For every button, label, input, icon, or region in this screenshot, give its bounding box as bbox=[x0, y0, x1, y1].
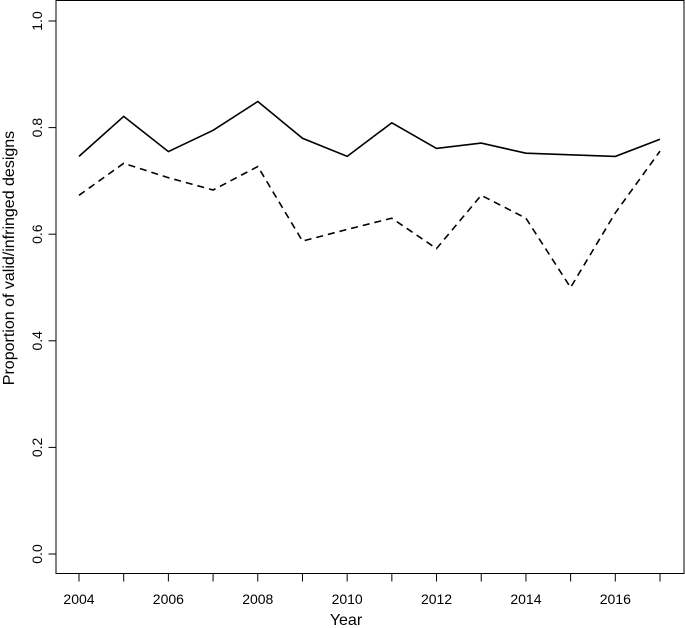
y-axis-title: Proportion of valid/infringed designs bbox=[1, 131, 18, 385]
x-tick-label: 2004 bbox=[63, 591, 94, 607]
y-tick-label: 0.0 bbox=[29, 544, 45, 564]
x-axis: 2004 2006 2008 2010 2012 2014 2016 bbox=[63, 573, 661, 607]
dashed-series-line bbox=[78, 150, 661, 290]
x-tick-label: 2012 bbox=[421, 591, 452, 607]
series-layer bbox=[78, 100, 661, 290]
y-tick-label: 0.8 bbox=[29, 118, 45, 138]
x-tick-label: 2010 bbox=[332, 591, 363, 607]
y-tick-label: 0.6 bbox=[29, 224, 45, 244]
x-tick-label: 2016 bbox=[600, 591, 631, 607]
y-axis: 0.0 0.2 0.4 0.6 0.8 1.0 bbox=[29, 11, 57, 564]
x-axis-title: Year bbox=[330, 612, 363, 628]
y-tick-label: 0.4 bbox=[29, 331, 45, 351]
x-tick-label: 2014 bbox=[510, 591, 541, 607]
y-tick-label: 0.2 bbox=[29, 437, 45, 457]
x-tick-label: 2008 bbox=[242, 591, 273, 607]
y-tick-label: 1.0 bbox=[29, 11, 45, 31]
plot-frame bbox=[55, 0, 685, 574]
solid-series-line bbox=[78, 100, 661, 158]
x-tick-label: 2006 bbox=[153, 591, 184, 607]
